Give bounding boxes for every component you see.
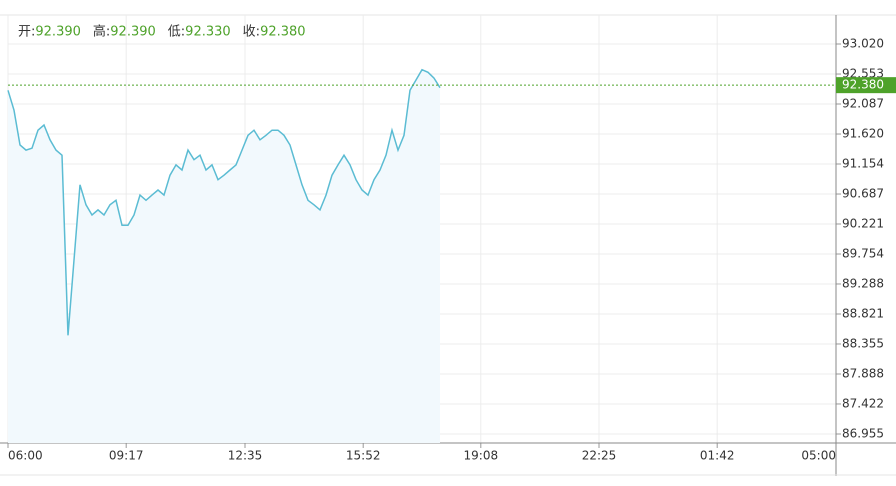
x-tick-label: 22:25 xyxy=(582,449,617,463)
x-tick-label: 05:00 xyxy=(801,449,836,463)
x-tick-label: 01:42 xyxy=(700,449,735,463)
y-tick-label: 91.154 xyxy=(842,156,884,170)
y-tick-label: 87.422 xyxy=(842,396,884,410)
x-tick-label: 06:00 xyxy=(8,449,43,463)
header-value: 92.390 xyxy=(35,25,81,40)
x-tick-label: 12:35 xyxy=(228,449,263,463)
y-tick-label: 91.620 xyxy=(842,127,884,141)
header-label: 收: xyxy=(243,25,260,40)
header-label: 开: xyxy=(18,25,35,40)
y-tick-label: 89.288 xyxy=(842,276,884,290)
last-price-box xyxy=(836,77,896,94)
header-label: 低: xyxy=(168,25,185,40)
y-tick-label: 92.087 xyxy=(842,96,884,110)
y-tick-label: 92.553 xyxy=(842,67,884,81)
x-tick-label: 19:08 xyxy=(464,449,499,463)
header-label: 高: xyxy=(93,24,110,40)
header-value: 92.380 xyxy=(260,25,306,40)
y-tick-label: 90.687 xyxy=(842,187,884,201)
x-tick-label: 15:52 xyxy=(346,449,381,463)
y-tick-label: 86.955 xyxy=(842,426,884,440)
y-tick-label: 93.020 xyxy=(842,37,884,51)
header-value: 92.330 xyxy=(185,25,231,40)
price-line xyxy=(7,68,441,336)
y-tick-label: 89.754 xyxy=(842,247,884,261)
area xyxy=(8,69,440,443)
y-tick-label: 90.221 xyxy=(842,216,884,230)
y-tick-label: 88.821 xyxy=(842,307,884,321)
last-price-label: 92.380 xyxy=(842,78,884,92)
y-tick-label: 87.888 xyxy=(842,367,884,381)
header-value: 92.390 xyxy=(110,25,156,40)
x-tick-label: 09:17 xyxy=(109,449,144,463)
y-tick-label: 88.355 xyxy=(842,336,884,350)
